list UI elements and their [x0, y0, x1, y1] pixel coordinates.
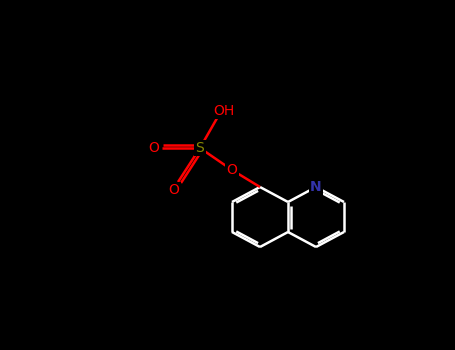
Text: O: O: [168, 183, 179, 197]
Text: OH: OH: [213, 104, 235, 118]
Text: S: S: [196, 141, 204, 155]
Text: N: N: [310, 180, 322, 194]
Text: O: O: [149, 141, 159, 155]
Text: O: O: [227, 163, 238, 177]
